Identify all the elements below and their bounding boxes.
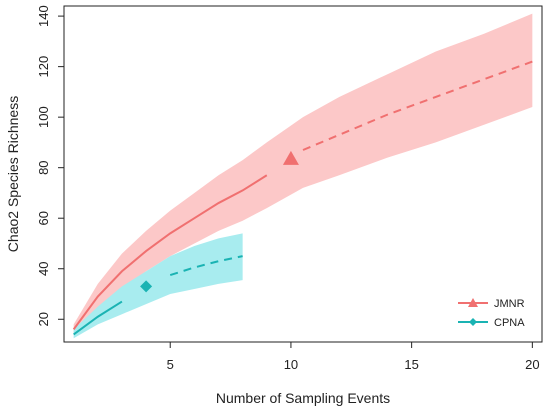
cpna-legend-marker (469, 318, 477, 326)
x-tick-label: 20 (525, 357, 539, 372)
x-axis: 5 10 15 20 (167, 342, 540, 372)
observed-markers (140, 150, 299, 293)
jmnr-extrapolated-line (302, 60, 533, 151)
y-axis-title: Chao2 Species Richness (5, 96, 21, 252)
cpna-confidence-band (73, 233, 243, 339)
cpna-extrapolated-line (169, 255, 243, 277)
cpna-observed-point (140, 280, 153, 293)
series-lines (72, 60, 533, 336)
y-tick-label: 100 (36, 106, 51, 128)
y-tick-label: 20 (36, 312, 51, 326)
cpna-interpolated-line (73, 300, 123, 336)
jmnr-legend-label: JMNR (494, 298, 525, 310)
jmnr-confidence-band (73, 13, 533, 335)
x-tick-label: 10 (284, 357, 298, 372)
y-tick-label: 80 (36, 160, 51, 174)
y-axis: 20 40 60 80 100 120 140 (36, 5, 64, 326)
jmnr-observed-point (282, 150, 299, 165)
x-axis-title: Number of Sampling Events (216, 390, 390, 406)
y-tick-label: 140 (36, 5, 51, 27)
x-tick-label: 15 (404, 357, 418, 372)
x-tick-label: 5 (167, 357, 174, 372)
confidence-bands (73, 13, 533, 339)
jmnr-legend-marker (468, 298, 478, 307)
y-tick-label: 60 (36, 211, 51, 225)
legend: JMNR CPNA (458, 298, 525, 329)
plot-frame (63, 5, 543, 343)
y-tick-label: 120 (36, 56, 51, 78)
y-tick-label: 40 (36, 262, 51, 276)
cpna-legend-label: CPNA (494, 317, 525, 329)
jmnr-interpolated-line (72, 174, 268, 330)
